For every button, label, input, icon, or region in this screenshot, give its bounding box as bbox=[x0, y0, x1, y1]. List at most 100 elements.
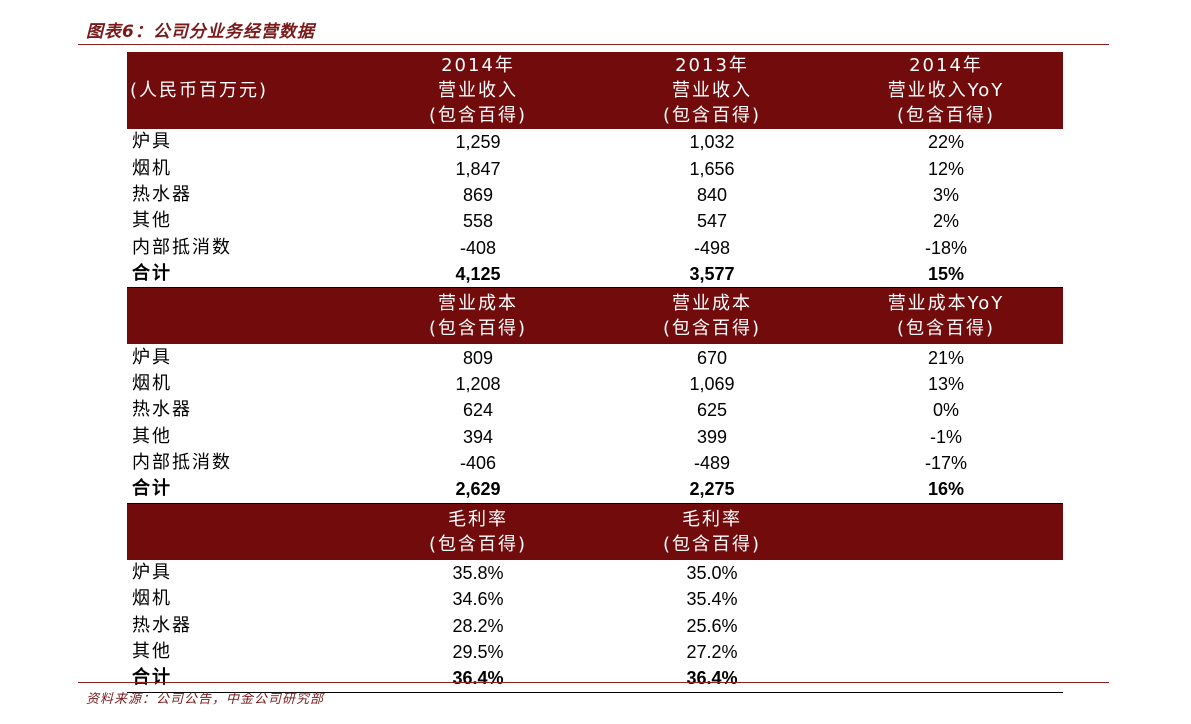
header-cell-c2: 2013年营业收入 (包含百得) bbox=[595, 52, 829, 129]
header-cell-c2: 毛利率 (包含百得) bbox=[595, 503, 829, 560]
table-row: 其他 394 399 -1% bbox=[127, 424, 1063, 450]
cell-v3: 2% bbox=[932, 211, 959, 232]
header-line: (包含百得) bbox=[428, 533, 528, 555]
cell-v1: 2,629 bbox=[361, 476, 595, 504]
table-row: 烟机 34.6% 35.4% bbox=[127, 586, 1063, 612]
header-line: 营业收入 bbox=[672, 80, 752, 101]
table-row: 热水器 28.2% 25.6% bbox=[127, 612, 1063, 638]
table-row: 炉具 809 670 21% bbox=[127, 344, 1063, 370]
cell-v1: 624 bbox=[462, 400, 494, 421]
cell-v3: -1% bbox=[929, 426, 962, 447]
header-line: (包含百得) bbox=[428, 105, 528, 126]
cell-v3: 0% bbox=[932, 400, 959, 421]
header-line: (包含百得) bbox=[896, 105, 996, 126]
header-line: 营业成本YoY bbox=[887, 293, 1005, 315]
cell-v2: 547 bbox=[696, 211, 728, 232]
margin-header-row: 毛利率 (包含百得) 毛利率 (包含百得) bbox=[127, 503, 1063, 560]
source-note: 资料来源：公司公告，中金公司研究部 bbox=[86, 692, 325, 707]
row-label: 热水器 bbox=[132, 614, 192, 636]
cell-v2: 36.4% bbox=[595, 665, 829, 693]
cell-v2: 625 bbox=[696, 400, 728, 421]
business-data-table: (人民币百万元) 2014年 营业收入 (包含百得) 2013年 营业收入 (包含百得) 20… bbox=[127, 52, 1063, 693]
cell-v2: 25.6% bbox=[686, 615, 738, 636]
cell-v2: 840 bbox=[696, 184, 728, 205]
cell-v2: -498 bbox=[693, 237, 731, 258]
total-row: 合计 36.4% 36.4% bbox=[127, 665, 1063, 693]
cell-v3: 16% bbox=[829, 476, 1063, 504]
cell-v2: -489 bbox=[693, 453, 731, 474]
header-unit-cell bbox=[127, 287, 361, 345]
cell-v2: 1,069 bbox=[689, 373, 735, 394]
row-label: 烟机 bbox=[132, 157, 172, 179]
row-label: 炉具 bbox=[132, 131, 172, 153]
cost-header-row: 营业成本 (包含百得) 营业成本 (包含百得) 营业成本YoY (包含百得) bbox=[127, 287, 1063, 345]
cell-v3 bbox=[829, 560, 1063, 586]
revenue-header-row: (人民币百万元) 2014年 营业收入 (包含百得) 2013年 营业收入 (包含百得) 20… bbox=[127, 52, 1063, 129]
cell-v3 bbox=[829, 665, 1063, 693]
cell-v1: 28.2% bbox=[452, 615, 504, 636]
header-unit-cell bbox=[127, 503, 361, 560]
cell-v3 bbox=[829, 612, 1063, 638]
header-cell-c1: 毛利率 (包含百得) bbox=[361, 503, 595, 560]
figure-title: 图表6：公司分业务经营数据 bbox=[86, 22, 315, 42]
cell-v1: 1,847 bbox=[455, 158, 501, 179]
row-label: 其他 bbox=[132, 641, 172, 663]
row-label: 烟机 bbox=[132, 372, 172, 394]
total-row: 合计 4,125 3,577 15% bbox=[127, 260, 1063, 289]
cell-v3: -18% bbox=[924, 237, 968, 258]
header-line: (包含百得) bbox=[896, 318, 996, 340]
header-line: 2014年 bbox=[909, 55, 983, 76]
header-line: 2014年 bbox=[441, 55, 515, 76]
header-cell-c3 bbox=[829, 503, 1063, 560]
cell-v1: 29.5% bbox=[452, 642, 504, 663]
table-row: 热水器 869 840 3% bbox=[127, 182, 1063, 208]
row-label: 炉具 bbox=[132, 561, 172, 583]
header-line: (包含百得) bbox=[428, 318, 528, 340]
header-cell-c3: 2014年 营业收入YoY (包含百得) bbox=[829, 52, 1063, 129]
header-cell-c3: 营业成本YoY (包含百得) bbox=[829, 287, 1063, 345]
header-line: (包含百得) bbox=[662, 318, 762, 340]
row-label: 合计 bbox=[127, 260, 361, 289]
cell-v1: 35.8% bbox=[452, 562, 504, 583]
header-line: (包含百得) bbox=[662, 105, 762, 126]
row-label: 烟机 bbox=[132, 588, 172, 610]
cell-v2: 35.4% bbox=[686, 589, 738, 610]
cell-v1: 1,259 bbox=[455, 132, 501, 153]
cell-v1: 558 bbox=[462, 211, 494, 232]
cell-v3: 21% bbox=[927, 347, 965, 368]
row-label: 热水器 bbox=[132, 183, 192, 205]
header-unit-cell: (人民币百万元) bbox=[127, 52, 361, 129]
row-label: 炉具 bbox=[132, 346, 172, 368]
header-line: 2013年 bbox=[675, 55, 749, 76]
row-label: 合计 bbox=[127, 665, 361, 693]
table-row: 炉具 1,259 1,032 22% bbox=[127, 129, 1063, 155]
header-line: 营业收入 bbox=[438, 80, 518, 101]
cell-v1: 394 bbox=[462, 426, 494, 447]
row-label: 内部抵消数 bbox=[132, 452, 232, 474]
table-row: 其他 558 547 2% bbox=[127, 208, 1063, 234]
table-row: 炉具 35.8% 35.0% bbox=[127, 560, 1063, 586]
cell-v3: 12% bbox=[927, 158, 965, 179]
cell-v3: 13% bbox=[927, 373, 965, 394]
header-cell-c2: 营业成本 (包含百得) bbox=[595, 287, 829, 345]
cell-v2: 1,656 bbox=[689, 158, 735, 179]
cell-v3 bbox=[829, 639, 1063, 665]
header-line: 营业成本 bbox=[672, 293, 752, 315]
cell-v2: 27.2% bbox=[686, 642, 738, 663]
row-label: 其他 bbox=[132, 425, 172, 447]
cell-v3: 22% bbox=[927, 132, 965, 153]
cell-v3 bbox=[829, 586, 1063, 612]
table-row: 其他 29.5% 27.2% bbox=[127, 639, 1063, 665]
header-line: (包含百得) bbox=[662, 533, 762, 555]
row-label: 合计 bbox=[127, 476, 361, 504]
cell-v1: 869 bbox=[462, 184, 494, 205]
table-row: 烟机 1,208 1,069 13% bbox=[127, 371, 1063, 397]
cell-v2: 35.0% bbox=[686, 562, 738, 583]
row-label: 内部抵消数 bbox=[132, 236, 232, 258]
cell-v3: -17% bbox=[924, 453, 968, 474]
cell-v2: 3,577 bbox=[595, 260, 829, 289]
table-row: 烟机 1,847 1,656 12% bbox=[127, 155, 1063, 181]
cell-v2: 670 bbox=[696, 347, 728, 368]
cell-v1: 36.4% bbox=[361, 665, 595, 693]
cell-v3: 15% bbox=[829, 260, 1063, 289]
